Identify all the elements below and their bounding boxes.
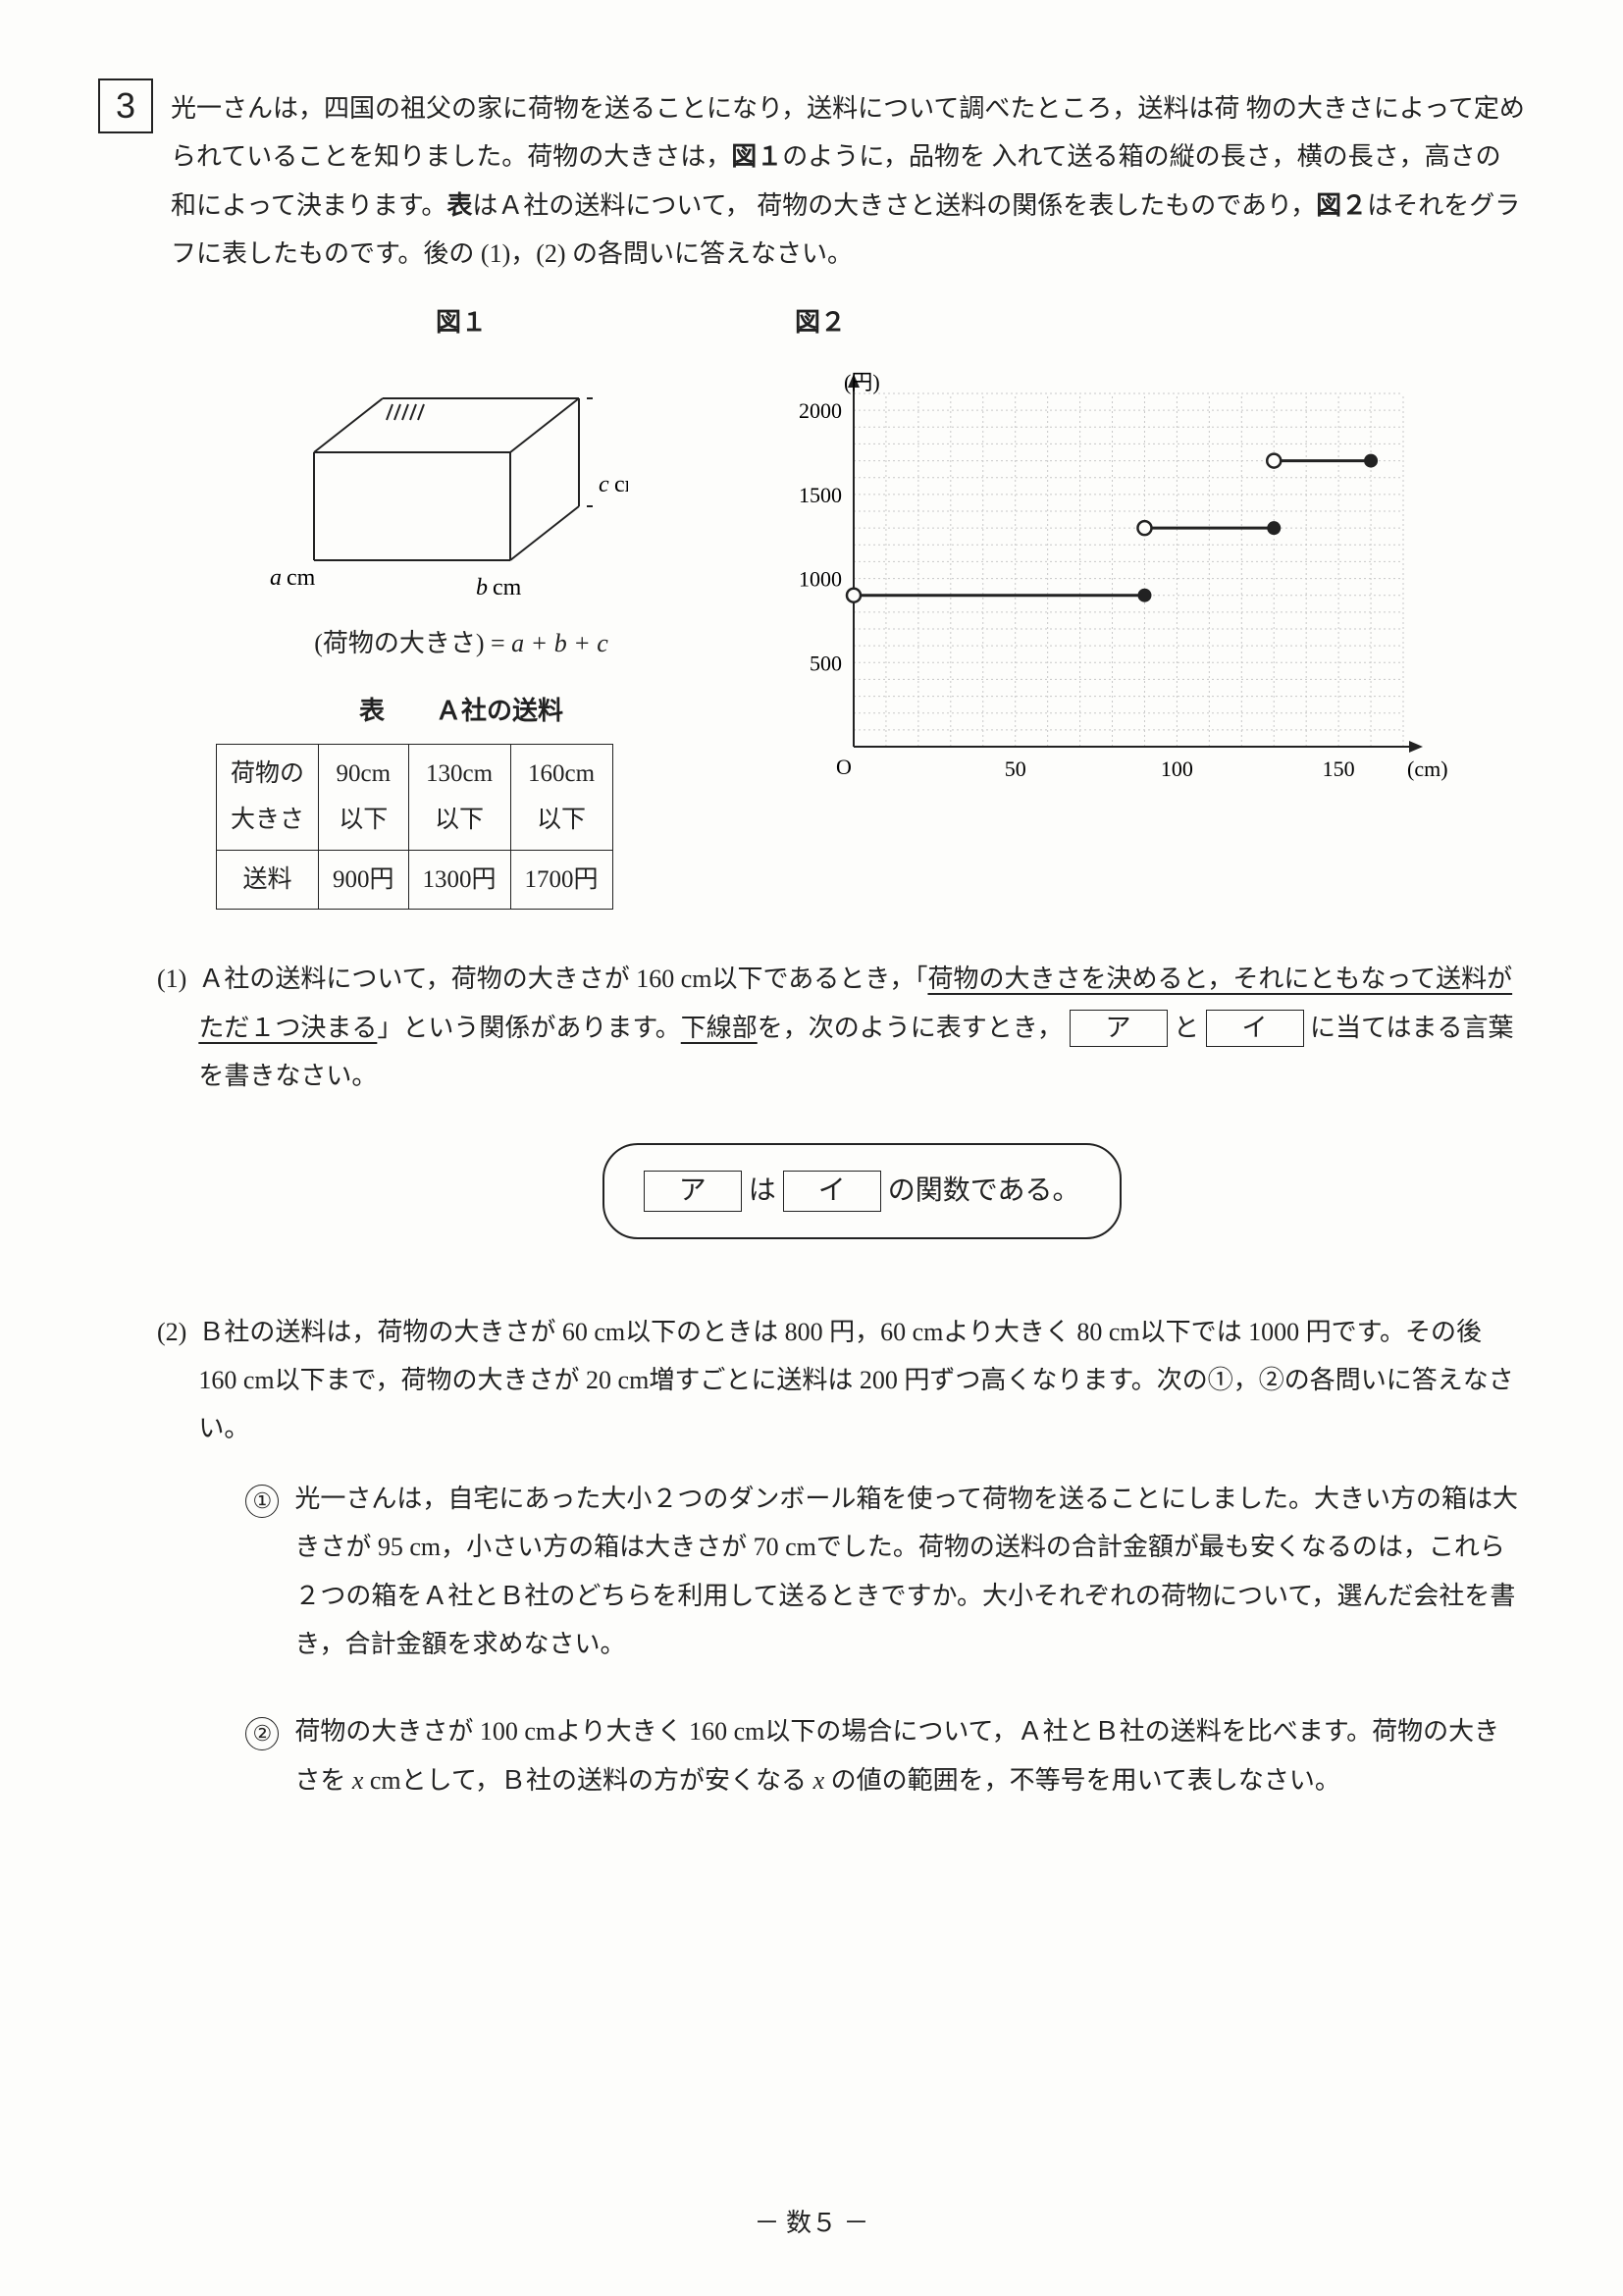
pill-mid: は xyxy=(749,1175,776,1206)
q1-body: Ａ社の送料について，荷物の大きさが 160 cm以下であるとき，「荷物の大きさを… xyxy=(198,955,1525,1258)
svg-text:O: O xyxy=(836,755,852,779)
intro-2b: はＡ社の送料について， xyxy=(472,191,750,220)
problem-number-box: 3 xyxy=(98,78,153,133)
q2-text: Ｂ社の送料は，荷物の大きさが 60 cm以下のときは 800 円，60 cmより… xyxy=(198,1318,1513,1443)
intro-1c: のように，品物を xyxy=(782,142,985,171)
blank-i-1: イ xyxy=(1206,1010,1304,1047)
intro-text: 光一さんは，四国の祖父の家に荷物を送ることになり，送料について調べたところ，送料… xyxy=(171,78,1525,279)
svg-text:b: b xyxy=(476,575,488,600)
table-caption: 表 Ａ社の送料 xyxy=(216,687,707,735)
svg-text:1000: 1000 xyxy=(799,567,842,592)
q2-2-b: cmとして，Ｂ社の送料の方が安くなる xyxy=(363,1766,812,1795)
intro-3a: 荷物の大きさと送料の関係を表したものであり， xyxy=(757,191,1316,220)
svg-text:500: 500 xyxy=(810,651,842,675)
fig2-step-chart: 500 1000 1500 2000 50 100 150 O (円) (cm) xyxy=(765,354,1452,825)
q2-2-c: の値の範囲を，不等号を用いて表しなさい。 xyxy=(824,1766,1340,1795)
q1-joiner: と xyxy=(1174,1014,1199,1042)
blank-a-1: ア xyxy=(1070,1010,1168,1047)
fig2-ref: 図２ xyxy=(1316,190,1367,220)
q1-number: (1) xyxy=(157,955,186,1003)
fig2-title: 図２ xyxy=(795,298,1452,346)
svg-text:100: 100 xyxy=(1161,757,1193,781)
svg-text:cm: cm xyxy=(493,575,522,600)
table-ref: 表 xyxy=(446,190,472,220)
fig1-box-diagram: a cmb cmc cm xyxy=(216,354,628,609)
svg-text:2000: 2000 xyxy=(799,398,842,423)
q2-number: (2) xyxy=(157,1308,186,1356)
formula-prefix: (荷物の大きさ) = xyxy=(314,629,511,657)
table-caption-text: Ａ社の送料 xyxy=(436,696,563,725)
q1-b: 」という関係があります。 xyxy=(377,1014,680,1042)
q2-1-num: ① xyxy=(245,1485,279,1518)
q2-x2: x xyxy=(813,1766,825,1795)
svg-text:a: a xyxy=(270,565,282,591)
svg-text:1500: 1500 xyxy=(799,483,842,507)
fig1-title: 図１ xyxy=(216,298,707,346)
fig1-ref: 図１ xyxy=(731,141,782,171)
q2-2-num: ② xyxy=(245,1717,279,1750)
q1-pill: ア は イ の関数である。 xyxy=(602,1143,1122,1238)
svg-text:cm: cm xyxy=(287,565,316,591)
table-caption-prefix: 表 xyxy=(359,696,385,725)
page-footer: － 数５ － xyxy=(0,2199,1623,2247)
svg-text:c: c xyxy=(599,472,609,497)
svg-text:(cm): (cm) xyxy=(1407,757,1448,781)
svg-text:(円): (円) xyxy=(844,370,880,394)
q1-und2: 下線部 xyxy=(681,1014,758,1042)
svg-text:150: 150 xyxy=(1323,757,1355,781)
intro-1a: 光一さんは，四国の祖父の家に荷物を送ることになり，送料について調べたところ，送料… xyxy=(171,94,1239,123)
q2-1-text: 光一さんは，自宅にあった大小２つのダンボール箱を使って荷物を送ることにしました。… xyxy=(294,1475,1525,1669)
pill-blank-i: イ xyxy=(783,1171,881,1211)
q2-2-body: 荷物の大きさが 100 cmより大きく 160 cm以下の場合について，Ａ社とＢ… xyxy=(294,1707,1525,1804)
formula-expr: a + b + c xyxy=(511,629,608,657)
svg-text:cm: cm xyxy=(614,472,628,497)
intro-4: (1)，(2) の各問いに答えなさい。 xyxy=(481,239,853,268)
q1-a: Ａ社の送料について，荷物の大きさが 160 cm以下であるとき，「 xyxy=(198,965,927,993)
pill-end: の関数である。 xyxy=(888,1175,1080,1206)
q2-x1: x xyxy=(352,1766,364,1795)
svg-text:50: 50 xyxy=(1005,757,1026,781)
fare-table: 荷物の大きさ90cm以下130cm以下160cm以下送料900円1300円170… xyxy=(216,744,613,911)
pill-blank-a: ア xyxy=(644,1171,742,1211)
q1-c: を，次のように表すとき， xyxy=(758,1014,1063,1042)
fig1-formula: (荷物の大きさ) = a + b + c xyxy=(216,619,707,667)
q2-body: Ｂ社の送料は，荷物の大きさが 60 cm以下のときは 800 円，60 cmより… xyxy=(198,1308,1525,1805)
